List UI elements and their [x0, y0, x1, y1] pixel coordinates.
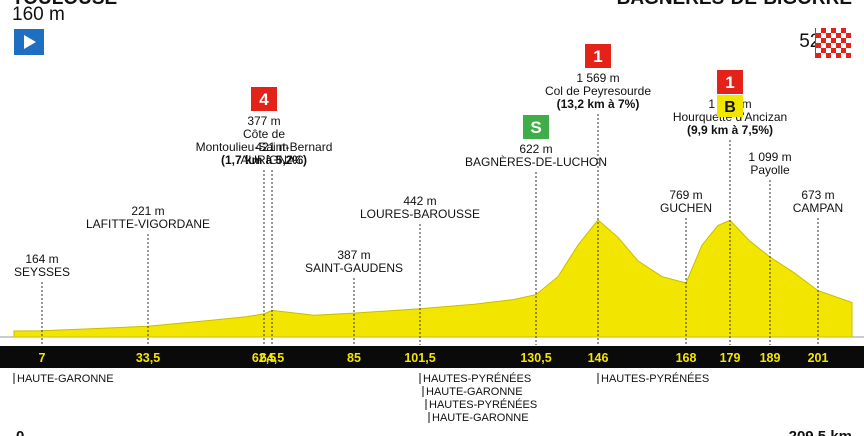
finish-city: BAGNÈRES-DE-BIGORRE: [617, 0, 852, 9]
bonus-badge: [717, 95, 743, 117]
department-label: HAUTE-GARONNE: [17, 373, 114, 385]
start-altitude: 160 m: [12, 4, 65, 25]
start-arrow-icon: [14, 29, 44, 55]
elevation-profile-area: [13, 219, 853, 338]
profile-layer: [13, 219, 853, 338]
place-label: SAINT-GAUDENS: [305, 261, 403, 275]
climb-category-badge: 1B: [717, 70, 743, 117]
place-label: LOURES-BAROUSSE: [360, 207, 480, 221]
km-label: 7: [39, 351, 46, 365]
km-label: 189: [760, 351, 781, 365]
place-label: 387 m: [337, 248, 370, 262]
km-label: 201: [808, 351, 829, 365]
climb-category-badge: S: [523, 115, 549, 139]
km-axis-bar: [0, 346, 864, 368]
badge-label: 4: [259, 90, 269, 109]
place-label: LAFITTE-VIGORDANE: [86, 217, 210, 231]
km-label: 130,5: [520, 351, 551, 365]
km-label: 62,5: [252, 351, 276, 365]
km-label: 85: [347, 351, 361, 365]
km-label: 33,5: [136, 351, 160, 365]
place-label: GUCHEN: [660, 201, 712, 215]
place-label: (13,2 km à 7%): [557, 97, 640, 111]
place-label: 421 m: [255, 140, 288, 154]
place-label: (9,9 km à 7,5%): [687, 123, 773, 137]
place-label: Montoulieu-Saint-Bernard: [196, 140, 333, 154]
place-label: 769 m: [669, 188, 702, 202]
place-label: 622 m: [519, 142, 552, 156]
climb-category-badge: 4: [251, 87, 277, 111]
place-label: Côte de: [243, 127, 285, 141]
place-label: 673 m: [801, 188, 834, 202]
km-label: 179: [720, 351, 741, 365]
place-label: Col de Peyresourde: [545, 84, 651, 98]
badge-label: 1: [593, 47, 602, 66]
place-label: SEYSSES: [14, 265, 70, 279]
department-label: HAUTE-GARONNE: [426, 386, 523, 398]
place-label: Payolle: [750, 163, 790, 177]
department-label: HAUTES-PYRÉNÉES: [429, 398, 537, 411]
badge-label: S: [530, 118, 541, 137]
place-label: 1 099 m: [748, 150, 791, 164]
place-label: 221 m: [131, 204, 164, 218]
place-label: AURIGNAC: [240, 153, 304, 167]
department-labels: HAUTE-GARONNE HAUTES-PYRÉNÉESHAUTE-GARONN…: [13, 372, 709, 424]
km-label: 101,5: [404, 351, 435, 365]
place-label: 164 m: [25, 252, 58, 266]
badge-label: 1: [725, 73, 734, 92]
place-label: (1,7 km à 5,2%): [221, 153, 307, 167]
climb-category-badge: 1: [585, 44, 611, 68]
place-label: 377 m: [247, 114, 280, 128]
axis-start-label: 0: [16, 428, 24, 436]
department-label: HAUTES-PYRÉNÉES: [601, 372, 709, 385]
bonus-badge-label: B: [724, 99, 736, 116]
place-label: 1 569 m: [576, 71, 619, 85]
km-label: 64,5: [260, 351, 284, 365]
finish-flag-icon: [815, 28, 851, 58]
km-label: 168: [676, 351, 697, 365]
km-labels: 7 33,5 62,564,5 85 101,5 130,5 146 168 179 189 201: [39, 351, 829, 365]
axis-end-label: 209,5 km: [789, 428, 852, 436]
place-label: CAMPAN: [793, 201, 843, 215]
start-city: TOULOUSE: [12, 0, 117, 9]
place-label: BAGNÈRES-DE-LUCHON: [465, 154, 607, 169]
place-label: 442 m: [403, 194, 436, 208]
km-label: 146: [588, 351, 609, 365]
department-label: HAUTES-PYRÉNÉES: [423, 372, 531, 385]
department-label: HAUTE-GARONNE: [432, 412, 529, 424]
